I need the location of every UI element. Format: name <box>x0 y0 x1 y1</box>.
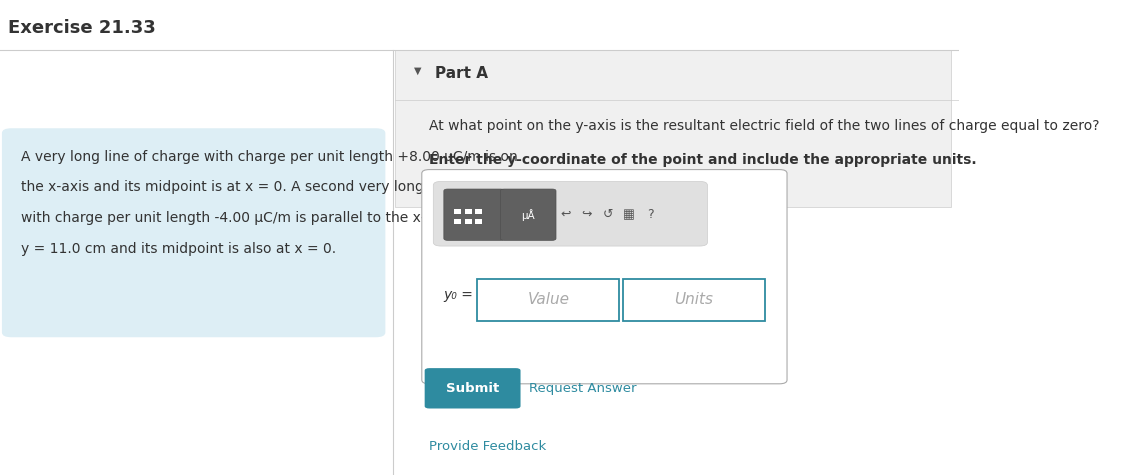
Text: Submit: Submit <box>446 381 500 395</box>
Text: Units: Units <box>674 292 713 307</box>
Text: Part A: Part A <box>435 66 488 81</box>
FancyBboxPatch shape <box>422 170 787 384</box>
FancyBboxPatch shape <box>464 209 471 214</box>
Text: y₀ =: y₀ = <box>443 288 472 303</box>
FancyBboxPatch shape <box>476 219 483 224</box>
FancyBboxPatch shape <box>623 279 764 321</box>
Text: μÅ: μÅ <box>521 209 535 221</box>
Text: Enter the y-coordinate of the point and include the appropriate units.: Enter the y-coordinate of the point and … <box>429 153 977 167</box>
FancyBboxPatch shape <box>476 209 483 214</box>
Text: y = 11.0 cm and its midpoint is also at x = 0.: y = 11.0 cm and its midpoint is also at … <box>21 242 337 256</box>
Text: with charge per unit length -4.00 μC/m is parallel to the x-axis at: with charge per unit length -4.00 μC/m i… <box>21 211 472 225</box>
Text: ▦: ▦ <box>623 208 634 221</box>
FancyBboxPatch shape <box>2 128 386 337</box>
Text: the x-axis and its midpoint is at x = 0. A second very long line of charge: the x-axis and its midpoint is at x = 0.… <box>21 180 524 194</box>
FancyBboxPatch shape <box>477 279 620 321</box>
Text: Provide Feedback: Provide Feedback <box>429 440 547 453</box>
Text: Request Answer: Request Answer <box>529 381 637 395</box>
Text: Exercise 21.33: Exercise 21.33 <box>8 19 155 37</box>
Text: Value: Value <box>527 292 569 307</box>
Text: ▼: ▼ <box>414 66 422 76</box>
Text: ↩: ↩ <box>560 208 570 221</box>
Text: ?: ? <box>647 208 654 221</box>
Text: ↪: ↪ <box>582 208 592 221</box>
Text: ↺: ↺ <box>602 208 613 221</box>
FancyBboxPatch shape <box>464 219 471 224</box>
FancyBboxPatch shape <box>395 50 950 207</box>
Text: A very long line of charge with charge per unit length +8.00 μC/m is on: A very long line of charge with charge p… <box>21 150 518 163</box>
Text: At what point on the y-axis is the resultant electric field of the two lines of : At what point on the y-axis is the resul… <box>429 119 1100 133</box>
FancyBboxPatch shape <box>434 181 707 246</box>
FancyBboxPatch shape <box>424 368 520 408</box>
FancyBboxPatch shape <box>454 219 461 224</box>
FancyBboxPatch shape <box>444 189 504 240</box>
FancyBboxPatch shape <box>454 209 461 214</box>
FancyBboxPatch shape <box>501 189 556 240</box>
